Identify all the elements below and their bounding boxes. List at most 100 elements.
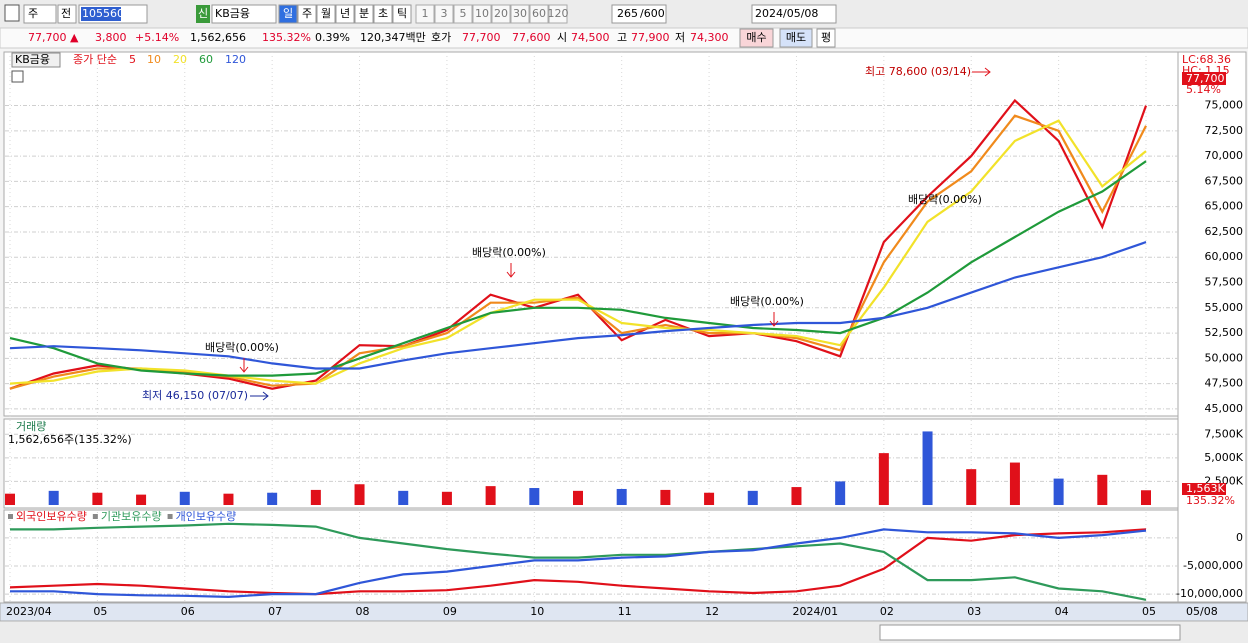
volume-bar	[354, 484, 365, 505]
price-panel	[3, 51, 1179, 417]
code-highlight	[81, 7, 121, 21]
y-tick-label: -10,000,000	[1176, 587, 1243, 600]
menu-icon[interactable]	[4, 4, 20, 22]
quote-item: 저	[675, 31, 685, 44]
period-label: 월	[321, 7, 331, 20]
series-line	[9, 528, 1147, 596]
price-badge	[1182, 72, 1226, 85]
name-box	[211, 4, 277, 24]
x-tick-label: 05	[1142, 605, 1156, 618]
scroll-bar[interactable]	[879, 624, 1181, 641]
quote-item: 시	[557, 31, 567, 44]
y-tick-label: 62,500	[1205, 225, 1244, 238]
order-button[interactable]	[816, 28, 836, 48]
count-button[interactable]	[548, 4, 568, 24]
right-axis	[1177, 51, 1247, 603]
period-label: 분	[359, 7, 369, 20]
y-tick-label: 60,000	[1205, 250, 1244, 263]
legend-entry: 60	[199, 53, 213, 66]
period-button[interactable]	[335, 4, 355, 24]
series-line	[10, 528, 1147, 599]
period-button[interactable]	[392, 4, 412, 24]
date-box[interactable]	[751, 4, 837, 24]
quote-bar	[0, 27, 1248, 49]
badge: 신	[198, 7, 208, 20]
y-tick-label: 67,500	[1205, 174, 1244, 187]
volume-bar	[966, 469, 977, 505]
count-label: 1	[422, 7, 429, 20]
y-tick-label: 57,500	[1205, 276, 1244, 289]
order-button[interactable]	[739, 28, 774, 48]
count-box[interactable]	[611, 4, 667, 24]
count-label: 120	[548, 7, 569, 20]
x-tick-label: 05	[93, 605, 107, 618]
market-select[interactable]	[23, 4, 57, 24]
order-label: 평	[821, 31, 831, 44]
annotation: 배당락(0.00%)	[908, 193, 982, 206]
legend-entry: 기관보유수량	[101, 510, 162, 523]
period-label: 년	[340, 7, 350, 20]
period-button[interactable]	[297, 4, 317, 24]
volume-bar	[878, 453, 889, 505]
y-tick-label: 72,500	[1205, 124, 1244, 137]
volume-ratio: 135.32%	[1186, 494, 1235, 507]
quote-item: 호가	[431, 31, 451, 44]
count-button[interactable]	[472, 4, 492, 24]
legend-entry: 20	[173, 53, 187, 66]
count-button[interactable]	[491, 4, 511, 24]
volume-bar	[573, 490, 583, 505]
volume-bar	[1141, 490, 1151, 505]
volume-bar	[5, 493, 15, 505]
stock-name: KB금융	[215, 7, 250, 20]
count-button[interactable]	[453, 4, 473, 24]
count-button[interactable]	[415, 4, 435, 24]
volume-bar	[791, 487, 802, 505]
market: 주	[28, 7, 38, 20]
legend-swatch	[92, 514, 98, 519]
period-button[interactable]	[373, 4, 393, 24]
quote-item: 0.39%	[315, 31, 350, 44]
volume-bar	[136, 494, 147, 505]
series-line	[9, 119, 1147, 385]
y-tick-label: 55,000	[1205, 301, 1244, 314]
legend-swatch	[8, 514, 13, 519]
date: 2024/05/08	[755, 7, 818, 20]
quote-item: 77,600	[512, 31, 551, 44]
x-tick-label: 12	[705, 605, 719, 618]
count-label: 60	[532, 7, 546, 20]
y-tick-label: 7,500K	[1204, 427, 1243, 440]
count-button[interactable]	[434, 4, 454, 24]
volume-bar	[660, 489, 671, 505]
quote-item: 고	[617, 31, 627, 44]
series-line	[9, 160, 1147, 377]
period-button[interactable]	[316, 4, 336, 24]
period-button[interactable]	[354, 4, 374, 24]
order-button[interactable]	[779, 28, 813, 48]
volume-bar	[92, 492, 103, 505]
volume-bar	[922, 431, 933, 505]
prev-button[interactable]	[57, 4, 77, 24]
x-tick-label: 07	[268, 605, 282, 618]
count-button[interactable]	[529, 4, 549, 24]
volume-badge	[1182, 483, 1226, 495]
volume-bar	[835, 481, 846, 505]
annotation: 배당락(0.00%)	[205, 341, 279, 354]
count-label: 5	[460, 7, 467, 20]
quote-item: 77,700	[462, 31, 501, 44]
count-label: 10	[475, 7, 489, 20]
x-tick-label: 11	[618, 605, 632, 618]
x-tick-label: 02	[880, 605, 894, 618]
x-tick-label: 09	[443, 605, 457, 618]
last-change: 5.14%	[1186, 83, 1221, 96]
grid-icon[interactable]	[11, 70, 24, 83]
volume-bar	[1097, 474, 1108, 505]
volume-bar	[441, 491, 452, 505]
legend-swatch	[167, 514, 173, 519]
count-button[interactable]	[510, 4, 530, 24]
badge-box	[196, 5, 210, 23]
period-button[interactable]	[278, 4, 298, 24]
series-line	[9, 241, 1147, 370]
quote-item: 74,500	[571, 31, 610, 44]
y-tick-label: 47,500	[1205, 377, 1244, 390]
dividend-arrow	[506, 263, 516, 278]
